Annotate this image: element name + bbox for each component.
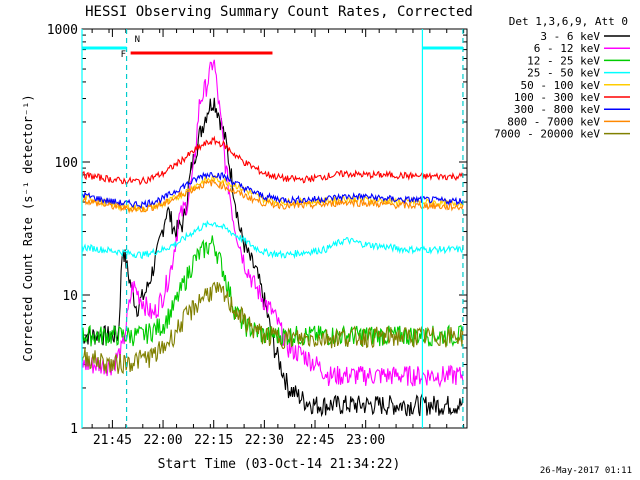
legend-label: 300 - 800 keV <box>514 103 600 116</box>
annotations: FN <box>81 29 464 428</box>
y-axis-label: Corrected Count Rate (s⁻¹ detector⁻¹) <box>21 94 35 361</box>
series-line-2 <box>81 235 464 347</box>
x-tick-label: 22:15 <box>194 433 233 448</box>
legend-label: 3 - 6 keV <box>540 30 600 43</box>
x-tick-label: 22:45 <box>295 433 334 448</box>
legend-label: 800 - 7000 keV <box>507 115 600 128</box>
series-line-8 <box>81 281 464 375</box>
series-lines <box>81 59 464 418</box>
series-line-6 <box>81 171 464 210</box>
x-tick-label: 22:30 <box>245 433 284 448</box>
legend-label: 50 - 100 keV <box>521 79 601 92</box>
x-tick-label: 21:45 <box>93 433 132 448</box>
series-line-5 <box>81 135 464 186</box>
x-tick-label: 22:00 <box>143 433 182 448</box>
x-axis-label: Start Time (03-Oct-14 21:34:22) <box>158 457 401 472</box>
legend-label: 6 - 12 keV <box>534 42 601 55</box>
night-label: N <box>135 35 140 45</box>
chart-title: HESSI Observing Summary Count Rates, Cor… <box>85 4 473 20</box>
x-axis-ticks: 21:45 22:00 22:15 22:30 22:45 23:00 <box>91 29 465 448</box>
y-tick-label: 1000 <box>47 23 78 38</box>
footer-timestamp: 26-May-2017 01:11 <box>540 466 632 476</box>
legend-header: Det 1,3,6,9, Att 0 <box>509 15 628 28</box>
y-tick-label: 10 <box>62 289 78 304</box>
legend-label: 12 - 25 keV <box>527 54 600 67</box>
x-tick-label: 23:00 <box>346 433 385 448</box>
legend-label: 7000 - 20000 keV <box>494 128 600 141</box>
legend-label: 25 - 50 keV <box>527 67 600 80</box>
series-line-1 <box>81 59 464 388</box>
series-line-3 <box>81 219 464 260</box>
y-tick-label: 1 <box>70 422 78 437</box>
legend-label: 100 - 300 keV <box>514 91 600 104</box>
flare-label: F <box>121 50 126 60</box>
series-line-7 <box>81 178 464 214</box>
y-tick-label: 100 <box>55 156 78 171</box>
